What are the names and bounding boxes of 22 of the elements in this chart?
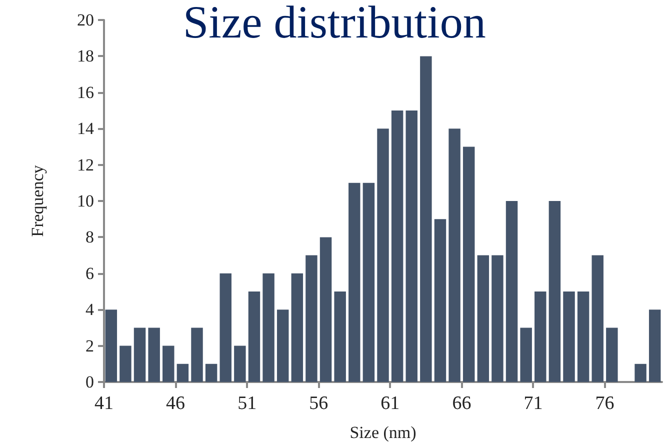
x-tick-label: 51 (238, 393, 257, 414)
y-tick-label: 6 (86, 264, 94, 283)
y-tick-label: 16 (77, 82, 94, 102)
y-tick-label: 10 (77, 192, 94, 210)
x-tick-label: 56 (309, 393, 328, 414)
y-tick-label: 18 (77, 46, 94, 66)
y-tick-label: 0 (86, 372, 94, 392)
y-tick-label: 8 (86, 228, 94, 247)
chart-title: Size distribution (183, 0, 486, 48)
x-tick-label: 41 (94, 393, 114, 414)
y-tick-label: 4 (86, 300, 94, 320)
y-tick-label: 12 (77, 155, 94, 174)
x-tick-label: 71 (524, 393, 543, 414)
y-tick-label: 14 (77, 119, 94, 138)
y-axis-title: Frequency (28, 164, 47, 237)
x-tick-label: 46 (166, 393, 186, 414)
x-tick-label: 66 (452, 393, 472, 414)
y-tick-label: 2 (86, 336, 94, 356)
x-tick-label: 76 (595, 393, 614, 414)
x-tick-label: 61 (380, 393, 400, 414)
x-axis-title: Size (nm) (350, 423, 416, 442)
y-tick-label: 20 (77, 10, 94, 30)
